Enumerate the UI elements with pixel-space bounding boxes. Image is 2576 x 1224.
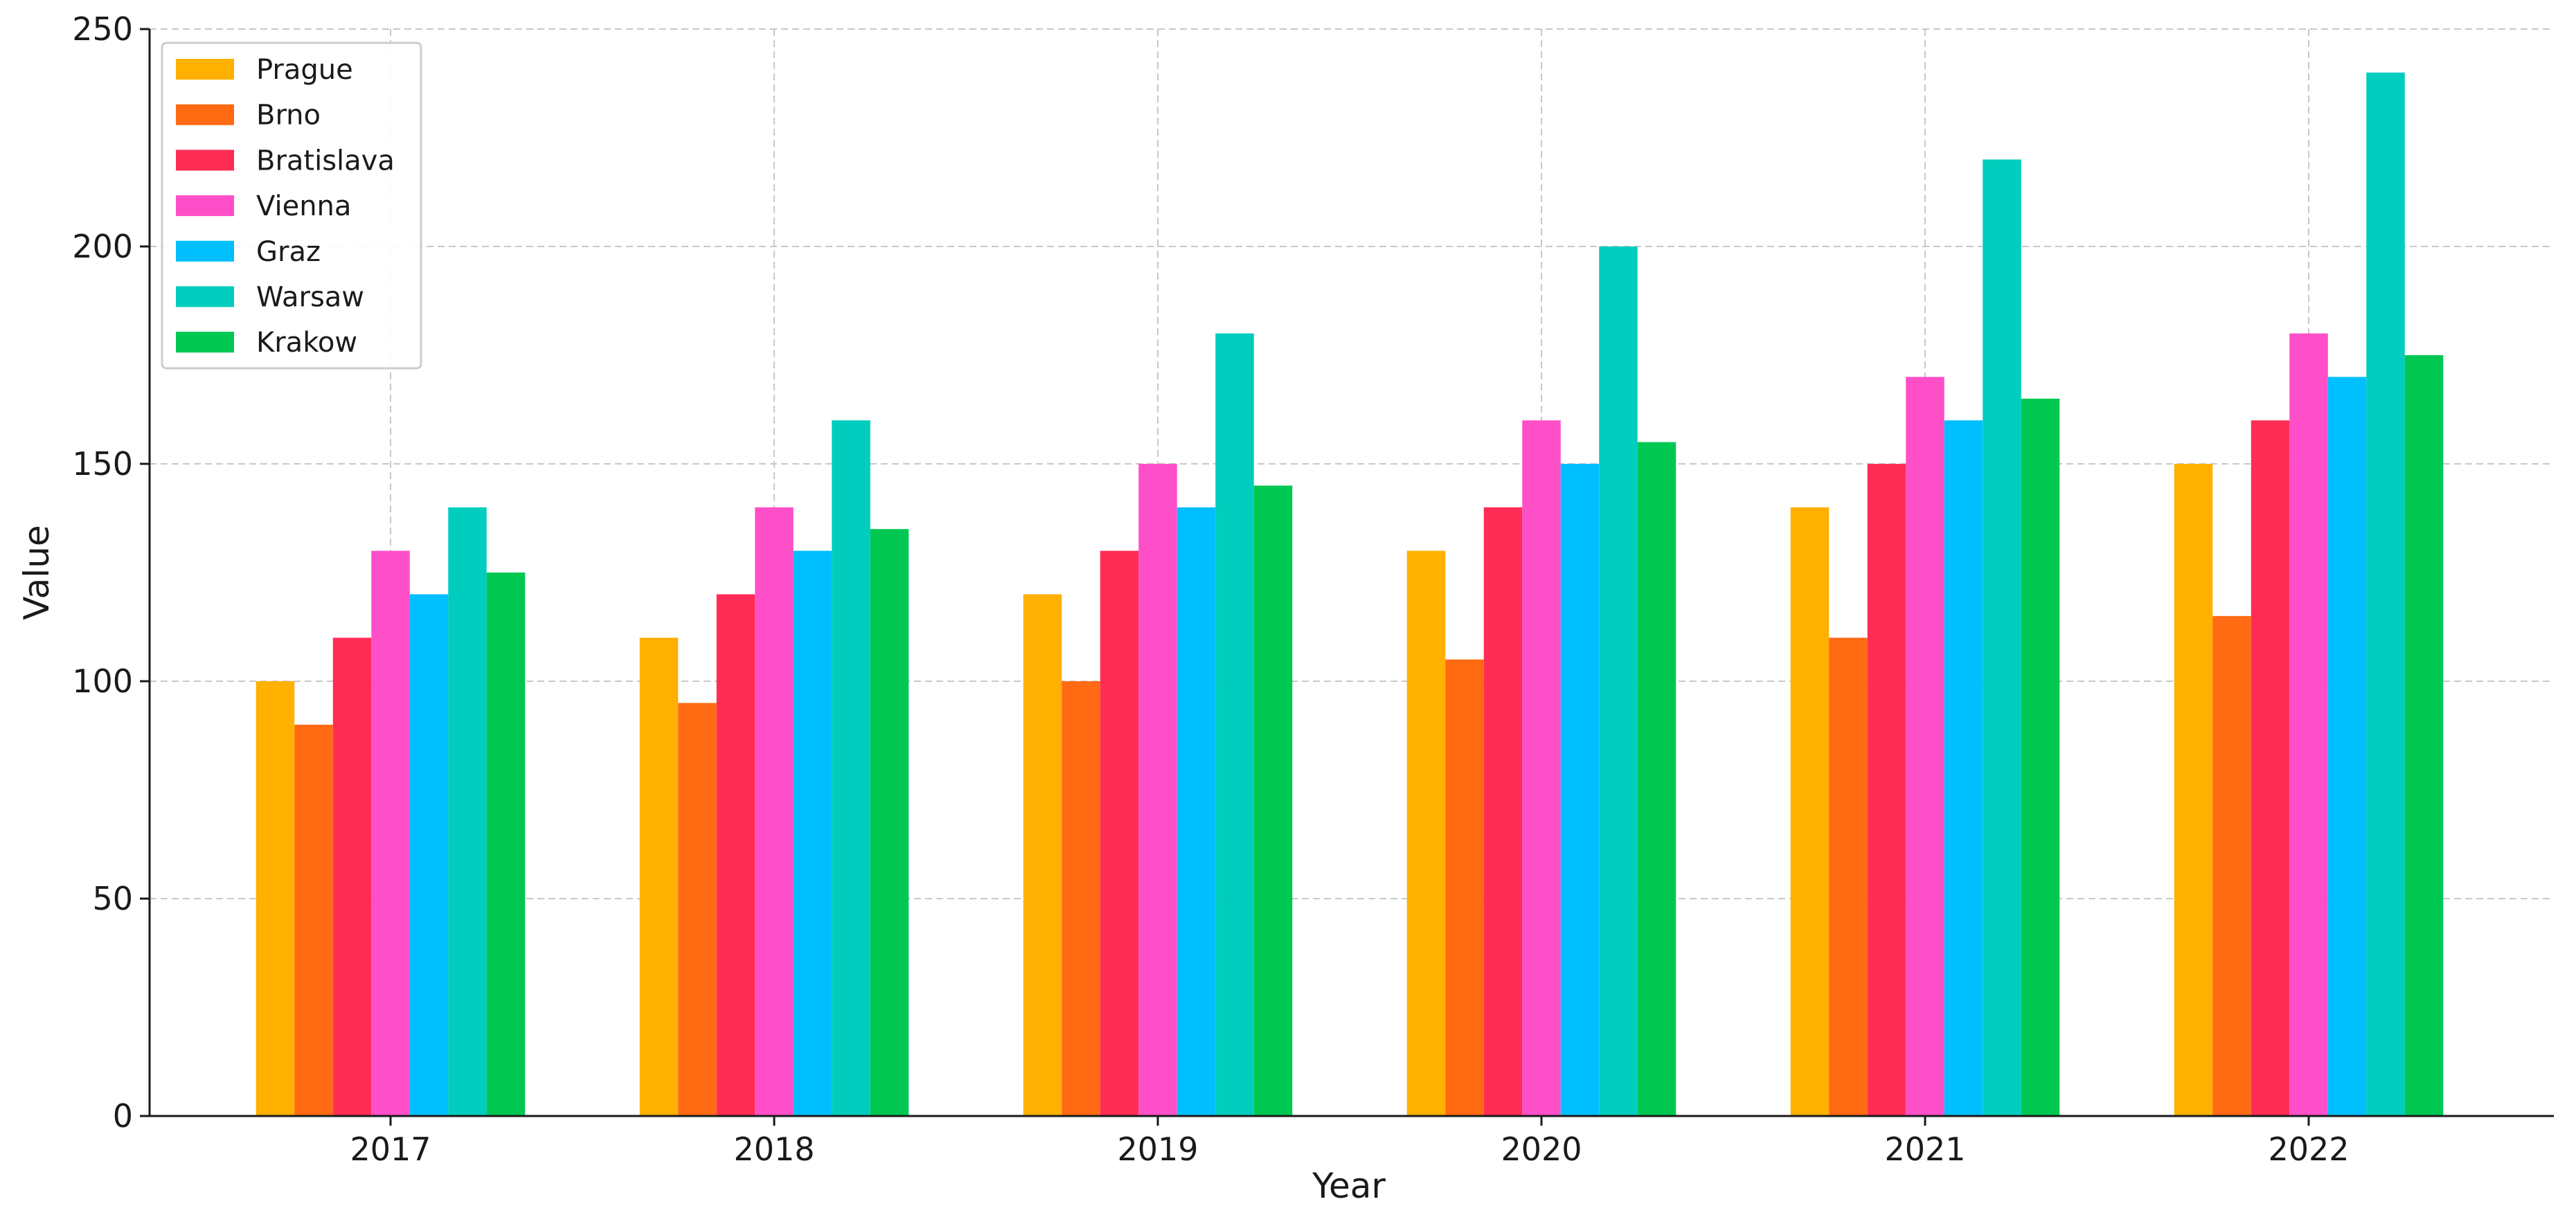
bar-prague-2019 [1023,594,1062,1116]
bar-graz-2019 [1177,507,1216,1116]
x-tick-label: 2017 [350,1131,431,1168]
x-tick-label: 2020 [1501,1131,1582,1168]
bar-graz-2018 [793,550,832,1116]
y-tick-label: 250 [72,10,133,48]
bar-brno-2017 [294,724,333,1116]
x-tick-label: 2022 [2268,1131,2349,1168]
bar-vienna-2022 [2289,333,2328,1117]
legend-swatch-graz [176,240,234,262]
bar-krakow-2022 [2404,355,2444,1116]
bar-bratislava-2020 [1483,507,1523,1116]
bar-prague-2020 [1406,550,1446,1116]
bar-warsaw-2017 [448,507,487,1116]
bar-brno-2022 [2212,615,2251,1116]
bar-krakow-2018 [870,529,909,1116]
x-axis-label: Year [1312,1166,1386,1206]
y-tick-label: 200 [72,228,133,265]
bar-prague-2018 [639,638,679,1116]
bar-bratislava-2019 [1100,550,1139,1116]
legend-label-warsaw: Warsaw [256,282,364,314]
legend-label-bratislava: Bratislava [256,145,395,177]
axes [148,29,2554,1117]
legend-swatch-krakow [176,332,234,353]
bar-warsaw-2019 [1215,333,1254,1117]
legend-label-brno: Brno [256,100,321,132]
y-axis-label: Value [17,525,57,620]
bar-prague-2022 [2174,464,2213,1116]
legend-label-krakow: Krakow [256,327,357,359]
legend-label-vienna: Vienna [256,190,351,222]
bar-warsaw-2022 [2366,72,2405,1116]
bars [256,72,2444,1117]
y-tick-label: 150 [72,445,133,483]
legend-swatch-prague [176,59,234,80]
bar-vienna-2020 [1522,420,1561,1116]
bar-krakow-2020 [1637,442,1676,1116]
ticks: 0 50 100 150 200 250 2017 2018 2019 2020 2021 2022 [72,10,2349,1168]
bar-krakow-2019 [1253,485,1293,1116]
legend-swatch-warsaw [176,286,234,307]
bar-brno-2021 [1829,638,1868,1116]
bar-brno-2020 [1445,659,1484,1116]
bar-bratislava-2018 [716,594,755,1116]
y-tick-label: 50 [92,880,133,917]
legend: Prague Brno Bratislava Vienna Graz Warsaw Krak… [161,42,422,370]
legend-swatch-vienna [176,195,234,217]
bar-warsaw-2021 [1983,159,2021,1116]
legend-swatch-bratislava [176,150,234,171]
bar-graz-2020 [1560,464,1600,1116]
bar-krakow-2021 [2021,398,2060,1116]
bar-brno-2019 [1062,681,1100,1116]
bar-krakow-2017 [486,573,526,1116]
x-tick-label: 2019 [1117,1131,1198,1168]
bar-vienna-2018 [755,507,794,1116]
x-tick-label: 2021 [1884,1131,1965,1168]
y-tick-label: 0 [113,1097,133,1135]
bar-bratislava-2022 [2251,420,2290,1116]
bar-vienna-2019 [1138,464,1177,1116]
bar-vienna-2017 [371,550,410,1116]
bar-graz-2017 [409,594,449,1116]
legend-label-graz: Graz [256,236,321,268]
bar-graz-2022 [2327,377,2367,1116]
bar-warsaw-2018 [832,420,870,1116]
bar-brno-2018 [678,703,717,1116]
x-tick-label: 2018 [733,1131,814,1168]
bar-bratislava-2017 [332,638,372,1116]
y-tick-label: 100 [72,663,133,700]
bar-prague-2021 [1790,507,1830,1116]
bar-warsaw-2020 [1599,246,1638,1116]
bar-prague-2017 [256,681,295,1116]
bar-bratislava-2021 [1867,464,1906,1116]
bar-graz-2021 [1944,420,1983,1116]
legend-swatch-brno [176,104,234,125]
legend-label-prague: Prague [256,54,353,86]
bar-vienna-2021 [1906,377,1944,1116]
